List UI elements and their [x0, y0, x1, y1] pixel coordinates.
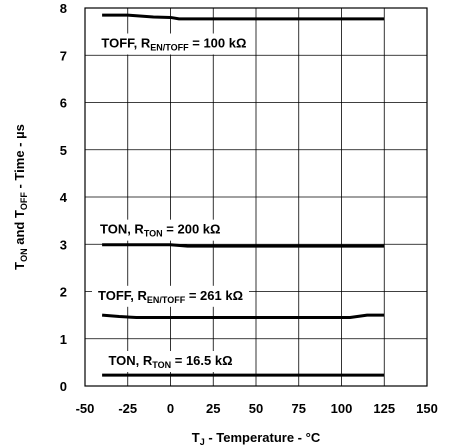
series-label-4: TON, RTON = 16.5 kΩ — [108, 353, 232, 370]
series-label-3: TOFF, REN/TOFF = 261 kΩ — [98, 288, 243, 305]
x-tick-label: -25 — [118, 401, 137, 416]
y-tick-label: 2 — [60, 285, 67, 300]
x-tick-label: 75 — [292, 401, 306, 416]
x-tick-label: 0 — [167, 401, 174, 416]
series-line-2 — [102, 243, 385, 248]
y-tick-label: 7 — [60, 48, 67, 63]
x-tick-label: 100 — [331, 401, 353, 416]
x-tick-label: -50 — [76, 401, 95, 416]
y-tick-label: 6 — [60, 96, 67, 111]
y-tick-label: 0 — [60, 379, 67, 394]
y-tick-label: 4 — [60, 190, 68, 205]
x-tick-labels: -50 -25 0 25 50 75 100 125 150 — [76, 401, 438, 416]
x-tick-label: 125 — [373, 401, 395, 416]
x-axis-label: TJ - Temperature - °C — [192, 430, 321, 447]
y-tick-labels: 0 1 2 3 4 5 6 7 8 — [60, 1, 68, 394]
series-label-2: TON, RTON = 200 kΩ — [100, 222, 220, 239]
series-label-background — [94, 219, 227, 241]
y-axis-label: TON and TOFF - Time - µs — [12, 124, 29, 270]
series-label-background — [95, 33, 253, 55]
y-tick-label: 1 — [60, 332, 67, 347]
grid — [85, 8, 427, 386]
x-tick-label: 25 — [206, 401, 220, 416]
series-label-1: TOFF, REN/TOFF = 100 kΩ — [101, 35, 246, 52]
series-label-background — [92, 285, 249, 307]
y-tick-label: 5 — [60, 143, 67, 158]
x-tick-label: 50 — [249, 401, 263, 416]
series-line-3 — [101, 313, 385, 319]
y-tick-label: 3 — [60, 237, 67, 252]
series-labels: TOFF, REN/TOFF = 100 kΩ TON, RTON = 200 k… — [92, 33, 253, 373]
series-line-1 — [102, 13, 385, 21]
x-tick-label: 150 — [416, 401, 438, 416]
series-lines — [101, 13, 385, 377]
plot-frame — [84, 7, 428, 387]
series-label-background — [102, 351, 239, 373]
y-tick-label: 8 — [60, 1, 67, 16]
